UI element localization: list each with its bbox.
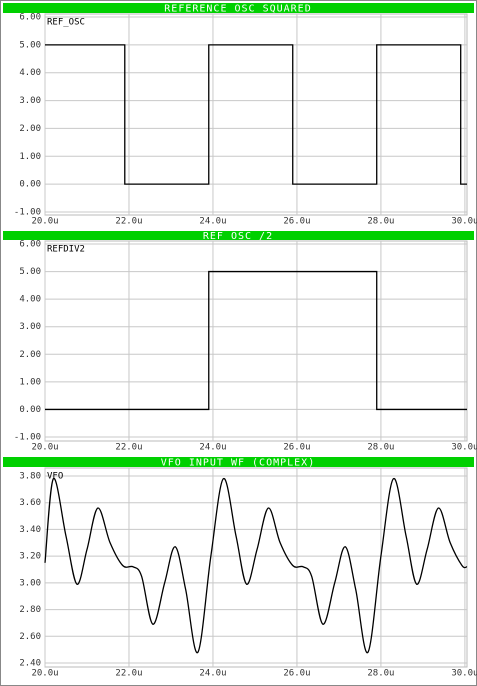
y-tick-label: 1.00	[19, 377, 41, 387]
x-tick-label: 30.0u	[451, 443, 477, 453]
y-tick-label: 2.00	[19, 350, 41, 360]
y-tick-label: -1.00	[14, 433, 41, 443]
title-bar	[3, 457, 474, 467]
chart-title: VFO INPUT WF (COMPLEX)	[161, 458, 315, 469]
y-tick-label: 2.60	[19, 632, 41, 642]
series-line	[45, 270, 467, 411]
y-tick-label: 3.00	[19, 578, 41, 588]
title-bar	[3, 231, 474, 240]
x-tick-label: 24.0u	[199, 217, 226, 227]
x-tick-label: 20.0u	[31, 217, 58, 227]
plot-area	[44, 13, 468, 216]
x-tick-label: 20.0u	[31, 669, 58, 679]
x-tick-label: 22.0u	[115, 217, 142, 227]
y-tick-label: 1.00	[19, 152, 41, 162]
x-tick-label: 30.0u	[451, 217, 477, 227]
x-tick-label: 26.0u	[283, 669, 310, 679]
x-tick-label: 24.0u	[199, 443, 226, 453]
legend-entry: VFO	[47, 472, 63, 482]
chart-title: REF OSC /2	[203, 231, 273, 242]
x-tick-label: 20.0u	[31, 443, 58, 453]
y-tick-label: 0.00	[19, 405, 41, 415]
chart-title: REFERENCE OSC SQUARED	[164, 4, 311, 15]
series-line	[44, 478, 468, 653]
legend-entry: REF_OSC	[47, 18, 85, 28]
plot-area	[44, 467, 468, 668]
y-tick-label: 3.40	[19, 525, 41, 535]
x-tick-label: 28.0u	[367, 217, 394, 227]
y-tick-label: 0.00	[19, 180, 41, 190]
y-tick-label: 2.40	[19, 659, 41, 669]
y-tick-label: 3.20	[19, 552, 41, 562]
x-tick-label: 28.0u	[367, 443, 394, 453]
y-tick-label: 3.80	[19, 472, 41, 482]
series-line	[45, 44, 467, 185]
y-tick-label: 4.00	[19, 295, 41, 305]
y-tick-label: 3.00	[19, 96, 41, 106]
x-tick-label: 26.0u	[283, 443, 310, 453]
y-tick-label: 3.60	[19, 498, 41, 508]
y-tick-label: 3.00	[19, 322, 41, 332]
y-tick-label: -1.00	[14, 208, 41, 218]
x-tick-label: 30.0u	[451, 669, 477, 679]
title-bar	[3, 3, 474, 13]
y-tick-label: 5.00	[19, 40, 41, 50]
x-tick-label: 22.0u	[115, 669, 142, 679]
legend-entry: REFDIV2	[47, 245, 85, 255]
x-tick-label: 24.0u	[199, 669, 226, 679]
y-tick-label: 5.00	[19, 267, 41, 277]
y-tick-label: 2.80	[19, 605, 41, 615]
plot-area	[44, 240, 468, 442]
x-tick-label: 26.0u	[283, 217, 310, 227]
x-tick-label: 28.0u	[367, 669, 394, 679]
y-tick-label: 4.00	[19, 68, 41, 78]
y-tick-label: 2.00	[19, 124, 41, 134]
x-tick-label: 22.0u	[115, 443, 142, 453]
y-tick-label: 6.00	[19, 240, 41, 250]
y-tick-label: 6.00	[19, 13, 41, 23]
